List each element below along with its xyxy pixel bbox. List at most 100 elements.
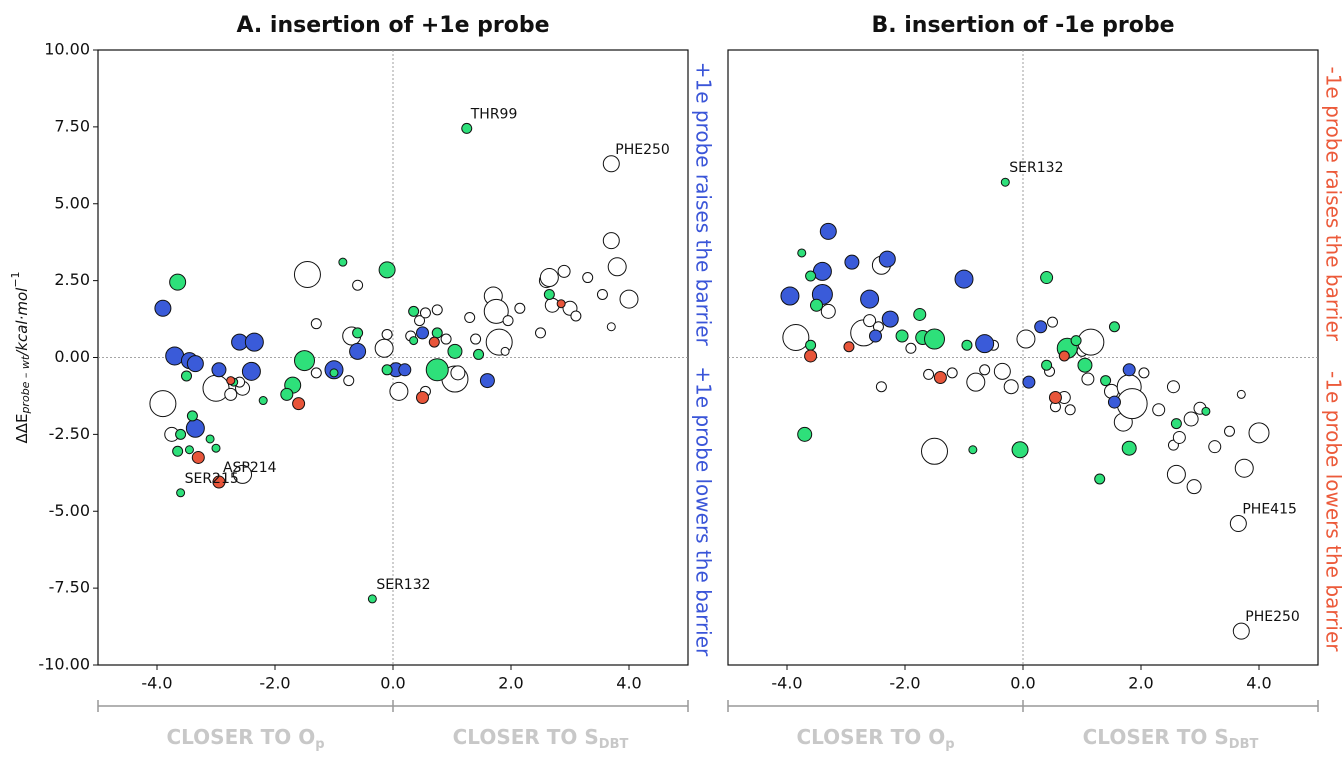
point [1071, 336, 1081, 346]
point [1049, 391, 1061, 403]
point [382, 329, 392, 339]
point [1004, 380, 1018, 394]
x-tick-label: 4.0 [616, 674, 641, 693]
point [924, 369, 934, 379]
point [608, 258, 626, 276]
point [896, 330, 908, 342]
point [1078, 329, 1104, 355]
point [879, 251, 895, 267]
point [242, 362, 260, 380]
point [177, 489, 185, 497]
panel-title: B. insertion of -1e probe [871, 13, 1174, 38]
point [480, 374, 494, 388]
y-tick-label: -5.00 [49, 501, 90, 520]
y-label-sub: probe – wt [19, 355, 32, 414]
point [170, 274, 186, 290]
side-label: +1e probe raises the barrier [692, 62, 716, 347]
point [185, 446, 193, 454]
x-section-main: CLOSER TO O [796, 725, 945, 749]
point [603, 233, 619, 249]
point [1048, 317, 1058, 327]
point [206, 435, 214, 443]
point [583, 273, 593, 283]
point [1035, 321, 1047, 333]
x-section-sub: p [945, 737, 954, 752]
point [914, 308, 926, 320]
point [557, 300, 565, 308]
point [1167, 465, 1185, 483]
point [969, 446, 977, 454]
point [225, 388, 237, 400]
point [925, 329, 945, 349]
x-tick-label: -4.0 [771, 674, 802, 693]
x-tick-label: -2.0 [889, 674, 920, 693]
point [192, 451, 204, 463]
x-section-label: CLOSER TO Op [166, 725, 324, 752]
point [155, 300, 171, 316]
point [1012, 442, 1028, 458]
x-section-main: CLOSER TO S [453, 725, 599, 749]
point [1153, 404, 1165, 416]
x-tick-label: -4.0 [141, 674, 172, 693]
point [410, 337, 418, 345]
point [173, 446, 183, 456]
point [1122, 441, 1136, 455]
point [311, 368, 321, 378]
x-section-main: CLOSER TO O [166, 725, 315, 749]
point [922, 438, 948, 464]
y-tick-label: 0.00 [54, 347, 90, 366]
point [1249, 423, 1269, 443]
point [353, 280, 363, 290]
point [1202, 407, 1210, 415]
annotation: PHE415 [1242, 502, 1297, 518]
annotation: PHE250 [1245, 609, 1300, 625]
y-tick-label: 5.00 [54, 193, 90, 212]
x-section-sub: DBT [1229, 737, 1259, 752]
point [976, 335, 994, 353]
chart: A. insertion of +1e probe-4.0-2.00.02.04… [0, 0, 1342, 763]
side-label: +1e probe lowers the barrier [692, 366, 716, 657]
point [882, 311, 898, 327]
point [311, 319, 321, 329]
y-tick-label: 2.50 [54, 270, 90, 289]
point [409, 306, 419, 316]
point [503, 316, 513, 326]
annotation: ASP214 [223, 460, 277, 476]
point [350, 343, 366, 359]
point [441, 334, 451, 344]
point [515, 303, 525, 313]
point [212, 444, 220, 452]
point [166, 347, 184, 365]
point [571, 311, 581, 321]
point [811, 299, 823, 311]
point [1108, 396, 1120, 408]
point [781, 287, 799, 305]
point [544, 289, 554, 299]
point [1173, 431, 1185, 443]
point [432, 328, 442, 338]
point [417, 391, 429, 403]
point [1117, 389, 1147, 419]
point [451, 366, 465, 380]
y-tick-label: 7.50 [54, 116, 90, 135]
point [1078, 358, 1092, 372]
annotation: SER132 [376, 577, 430, 593]
point [844, 342, 854, 352]
point [1123, 364, 1135, 376]
x-section-sub: DBT [599, 737, 629, 752]
x-tick-label: 0.0 [1010, 674, 1035, 693]
point [295, 351, 315, 371]
point [474, 349, 484, 359]
point [967, 373, 985, 391]
point [1001, 178, 1009, 186]
point [955, 270, 973, 288]
point [294, 261, 320, 287]
y-label-main: ΔΔE [13, 414, 31, 444]
point [1095, 474, 1105, 484]
point [1065, 405, 1075, 415]
point [980, 365, 990, 375]
point [806, 271, 816, 281]
point [1017, 330, 1035, 348]
side-label: -1e probe lowers the barrier [1322, 371, 1342, 652]
point [798, 427, 812, 441]
